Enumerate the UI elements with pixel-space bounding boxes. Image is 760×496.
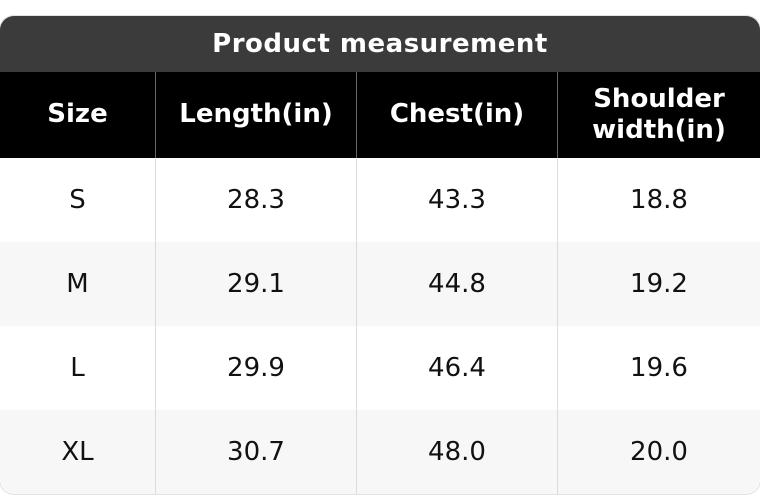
table-cell: 48.0 (356, 410, 557, 494)
table-cell: 43.3 (356, 158, 557, 242)
table-cell: 19.2 (557, 242, 760, 326)
table-cell: S (69, 185, 86, 215)
table-cell: 44.8 (356, 242, 557, 326)
table-cell: 29.1 (155, 242, 356, 326)
table-title: Product measurement (0, 16, 760, 72)
table-cell: 28.3 (155, 158, 356, 242)
measurement-card: Product measurement Size Length(in) Chest(… (0, 16, 760, 494)
table-cell: 29.9 (155, 326, 356, 410)
table-cell: M (0, 242, 155, 326)
header-cell: Length(in) (155, 72, 356, 158)
table-cell: L (70, 353, 85, 383)
header-cell: Size (0, 72, 155, 158)
table-cell: 30.7 (155, 410, 356, 494)
table-cell: 20.0 (557, 410, 760, 494)
header-cell: Shoulder width(in) (557, 72, 760, 158)
measurement-table: Size Length(in) Chest(in) Shoulder width(in… (0, 72, 760, 494)
table-cell: XL (0, 410, 155, 494)
table-cell: 18.8 (557, 158, 760, 242)
header-cell: Chest(in) (356, 72, 557, 158)
table-cell: 19.6 (557, 326, 760, 410)
table-cell: 46.4 (356, 326, 557, 410)
